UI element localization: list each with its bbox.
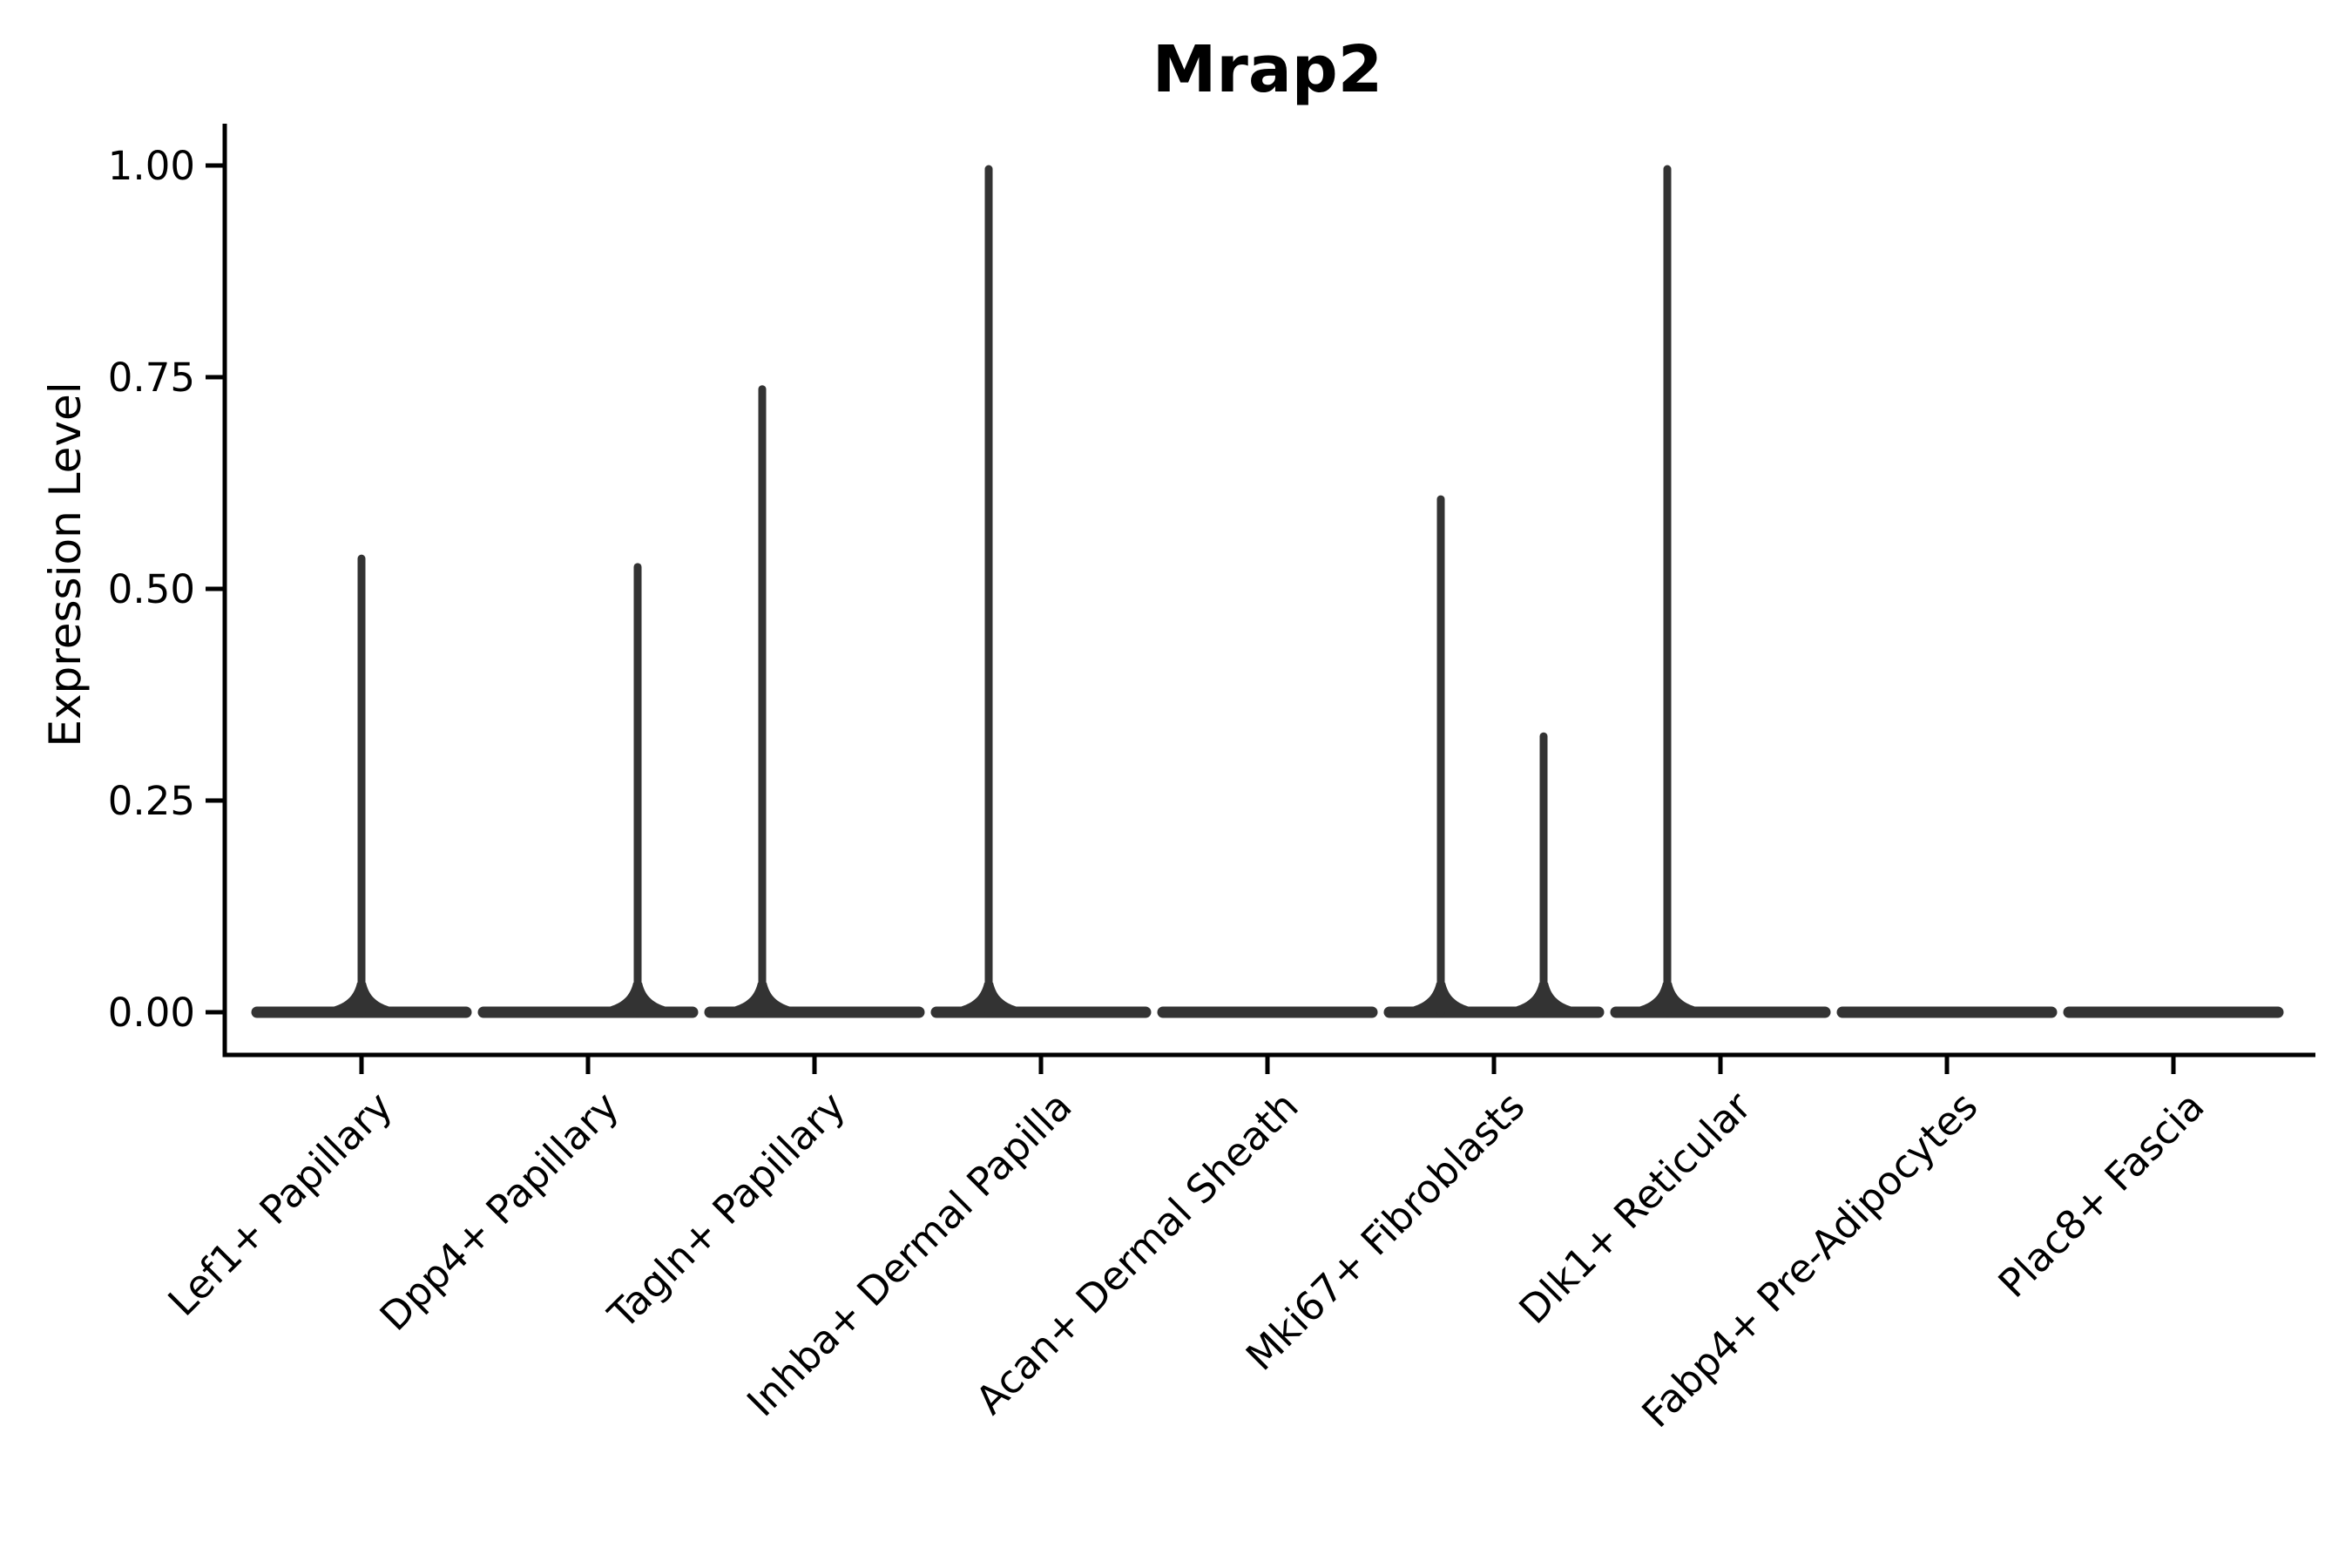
y-axis-ticks: 0.00 0.25 0.50 0.75 1.00 xyxy=(108,143,223,1036)
violin xyxy=(930,165,1152,1018)
x-tick-label: Lef1+ Papillary xyxy=(159,1083,402,1325)
violin xyxy=(1383,495,1605,1018)
y-tick-label: 0.75 xyxy=(108,355,195,401)
violin xyxy=(1610,165,1831,1018)
violin xyxy=(704,385,925,1018)
y-tick-label: 0.00 xyxy=(108,990,195,1036)
x-tick-label: Dlk1+ Reticular xyxy=(1511,1083,1761,1333)
x-tick-label: Plac8+ Fascia xyxy=(1990,1083,2213,1307)
violin xyxy=(251,554,472,1018)
y-axis-title: Expression Level xyxy=(40,382,91,747)
violin xyxy=(477,563,699,1018)
x-tick-label: Dpp4+ Papillary xyxy=(371,1083,628,1340)
x-tick-label: Tagln+ Papillary xyxy=(598,1083,854,1338)
chart-title: Mrap2 xyxy=(1152,32,1383,107)
y-tick-label: 0.50 xyxy=(108,566,195,612)
y-tick-label: 0.25 xyxy=(108,778,195,824)
y-tick-label: 1.00 xyxy=(108,143,195,189)
violins xyxy=(251,165,2284,1018)
